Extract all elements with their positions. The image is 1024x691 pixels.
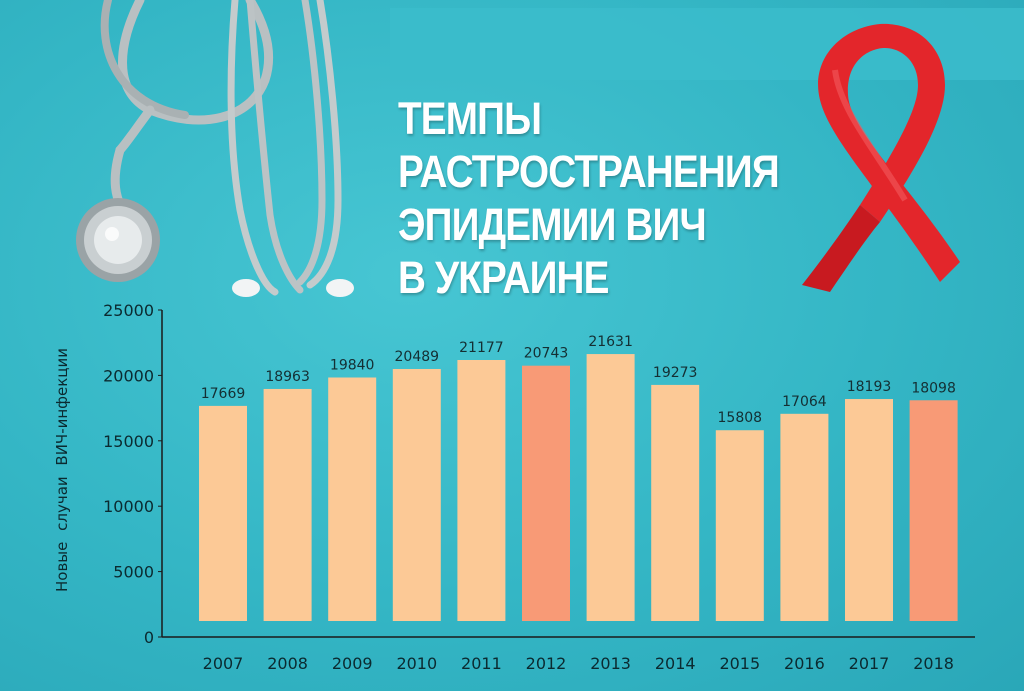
chart-title: ТЕМПЫ РАСТРОСТРАНЕНИЯ ЭПИДЕМИИ ВИЧ В УКР… [398,92,780,304]
bar-value-label-2009: 19840 [330,357,375,373]
bar-value-label-2012: 20743 [524,346,569,362]
bar-2009 [328,377,377,621]
x-tick-label-2015: 2015 [719,654,760,673]
bar-2007 [199,405,247,621]
title-line-2: РАСТРОСТРАНЕНИЯ [398,146,780,197]
bar-value-label-2017: 18193 [847,379,892,395]
title-line-4: В УКРАИНЕ [398,252,609,303]
x-tick-label-2008: 2008 [267,654,308,673]
title-line-3: ЭПИДЕМИИ ВИЧ [398,199,707,250]
x-tick-label-2017: 2017 [849,654,890,673]
bar-value-label-2007: 17669 [201,386,246,402]
y-tick-label: 25000 [103,301,154,320]
x-tick-label-2014: 2014 [655,654,696,673]
bar-value-label-2008: 18963 [265,369,310,385]
x-tick-label-2009: 2009 [332,654,373,673]
bar-value-label-2015: 15808 [718,410,763,426]
bar-2017 [845,399,893,621]
bar-2012 [522,365,570,621]
x-tick-label-2013: 2013 [590,654,631,673]
bar-value-label-2014: 19273 [653,365,698,381]
x-tick-label-2012: 2012 [526,654,567,673]
y-tick-label: 10000 [103,497,154,516]
y-tick-label: 15000 [103,432,154,451]
bar-value-label-2018: 18098 [911,380,956,396]
x-tick-label-2007: 2007 [203,654,244,673]
bar-2011 [457,360,506,621]
bar-value-label-2011: 21177 [459,340,504,356]
bar-2013 [586,354,635,621]
bar-2018 [909,400,958,621]
y-tick-label: 5000 [113,563,154,582]
bar-2010 [392,369,441,621]
x-tick-label-2018: 2018 [913,654,954,673]
title-line-1: ТЕМПЫ [398,93,542,144]
bar-2014 [651,384,700,621]
x-tick-label-2010: 2010 [396,654,437,673]
bar-2016 [780,413,829,621]
bar-2015 [715,430,764,621]
x-tick-label-2011: 2011 [461,654,502,673]
bar-value-label-2013: 21631 [588,334,633,350]
bar-value-label-2016: 17064 [782,394,827,410]
x-tick-label-2016: 2016 [784,654,825,673]
y-tick-label: 0 [144,628,154,647]
bar-value-label-2010: 20489 [395,349,440,365]
bar-2008 [263,388,312,621]
y-tick-label: 20000 [103,366,154,385]
